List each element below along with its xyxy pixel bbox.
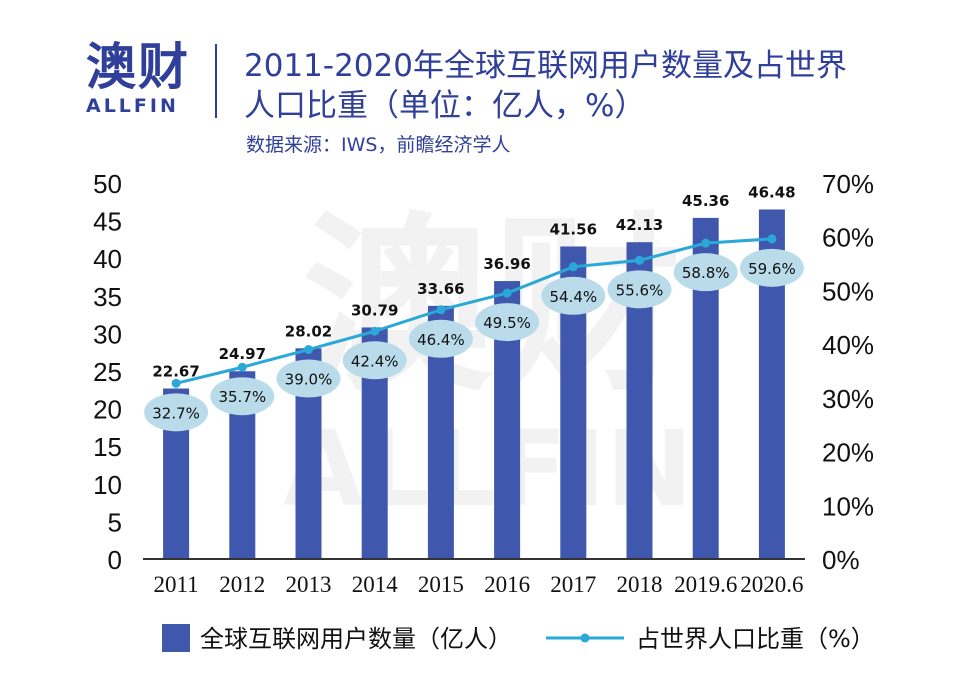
y-right-tick-label: 20% <box>822 438 874 468</box>
bar-value-label: 33.66 <box>417 280 464 298</box>
watermark-en: ALLFIN <box>283 408 693 530</box>
ratio-point <box>304 345 313 355</box>
y-left-tick-label: 10 <box>93 470 122 500</box>
ratio-value-label: 35.7% <box>218 388 266 406</box>
ratio-label-bubble <box>276 359 341 398</box>
ratio-label-bubble <box>541 276 606 315</box>
ratio-point <box>502 288 512 298</box>
bar-value-label: 42.13 <box>616 216 663 234</box>
chart-title: 2011-2020年全球互联网用户数量及占世界 人口比重（单位：亿人，%） <box>244 46 934 126</box>
y-left-tick-label: 30 <box>93 319 122 349</box>
ratio-point <box>237 362 247 372</box>
x-tick-label: 2013 <box>286 572 332 597</box>
ratio-value-label: 54.4% <box>549 288 597 306</box>
ratio-label-bubble <box>144 393 209 432</box>
y-right-tick-label: 10% <box>822 491 874 521</box>
y-right-tick-label: 0% <box>822 545 860 575</box>
legend-bar-swatch <box>162 624 190 652</box>
x-tick-label: 2018 <box>617 572 663 597</box>
bar-value-label: 24.97 <box>219 345 266 363</box>
bar-value-label: 22.67 <box>152 363 199 381</box>
y-right-tick-label: 30% <box>822 384 874 414</box>
bar-value-label: 36.96 <box>483 255 530 273</box>
x-tick-label: 2014 <box>352 572 399 597</box>
ratio-point <box>171 378 181 388</box>
ratio-label-bubble <box>210 377 275 416</box>
data-source: 数据来源：IWS，前瞻经济学人 <box>246 134 511 156</box>
ratio-value-label: 32.7% <box>152 404 200 422</box>
brand-name-cn: 澳财 <box>86 38 190 96</box>
ratio-value-label: 59.6% <box>748 260 796 278</box>
x-tick-label: 2016 <box>484 572 530 597</box>
ratio-label-bubble <box>342 341 407 380</box>
ratio-value-label: 46.4% <box>417 331 465 349</box>
y-right-tick-label: 40% <box>822 330 874 360</box>
legend-bar-label: 全球互联网用户数量（亿人） <box>200 625 512 653</box>
y-left-tick-label: 25 <box>93 357 122 387</box>
brand-logo: 澳财 ALLFIN <box>86 40 202 116</box>
bar-value-label: 41.56 <box>550 220 597 238</box>
bar-value-label: 30.79 <box>351 301 398 319</box>
y-left-tick-label: 45 <box>93 207 122 237</box>
x-tick-label: 2019.6 <box>674 572 737 597</box>
ratio-value-label: 42.4% <box>351 352 399 370</box>
chart-title-line-2: 人口比重（单位：亿人，%） <box>244 88 646 124</box>
ratio-point <box>436 305 446 315</box>
x-tick-label: 2011 <box>154 572 199 597</box>
ratio-point <box>370 326 380 336</box>
y-left-tick-label: 20 <box>93 395 122 425</box>
ratio-value-label: 49.5% <box>483 314 531 332</box>
x-tick-label: 2020.6 <box>740 572 803 597</box>
y-right-tick-label: 50% <box>822 276 874 306</box>
x-tick-label: 2012 <box>219 572 265 597</box>
ratio-point <box>568 262 578 272</box>
legend-line-label: 占世界人口比重（%） <box>636 625 875 653</box>
legend-line-marker <box>580 633 590 643</box>
bar-value-label: 45.36 <box>682 192 729 210</box>
x-tick-label: 2015 <box>418 572 464 597</box>
ratio-point <box>635 255 644 265</box>
ratio-value-label: 58.8% <box>682 264 730 282</box>
x-tick-label: 2017 <box>550 572 596 597</box>
ratio-line <box>175 237 772 385</box>
chart-title-line-1: 2011-2020年全球互联网用户数量及占世界 <box>244 48 847 84</box>
ratio-value-label: 39.0% <box>285 371 333 389</box>
y-left-tick-label: 35 <box>93 282 122 312</box>
y-left-tick-label: 50 <box>93 169 122 199</box>
y-right-tick-label: 60% <box>822 223 874 253</box>
ratio-point <box>701 238 711 248</box>
ratio-label-bubble <box>739 248 804 287</box>
ratio-value-label: 55.6% <box>616 281 664 299</box>
y-right-tick-label: 70% <box>822 169 874 199</box>
y-left-tick-label: 40 <box>93 244 122 274</box>
y-left-tick-label: 15 <box>93 432 122 462</box>
ratio-label-bubble <box>607 270 672 309</box>
y-left-tick-label: 0 <box>108 545 122 575</box>
bar-value-label: 46.48 <box>748 183 795 201</box>
ratio-label-bubble <box>673 253 738 292</box>
bar-value-label: 28.02 <box>285 322 332 340</box>
y-left-tick-label: 5 <box>108 507 122 537</box>
brand-name-en: ALLFIN <box>86 95 179 117</box>
header-divider <box>215 44 217 118</box>
ratio-label-bubble <box>475 303 540 342</box>
ratio-point <box>767 234 777 244</box>
ratio-label-bubble <box>408 319 473 358</box>
